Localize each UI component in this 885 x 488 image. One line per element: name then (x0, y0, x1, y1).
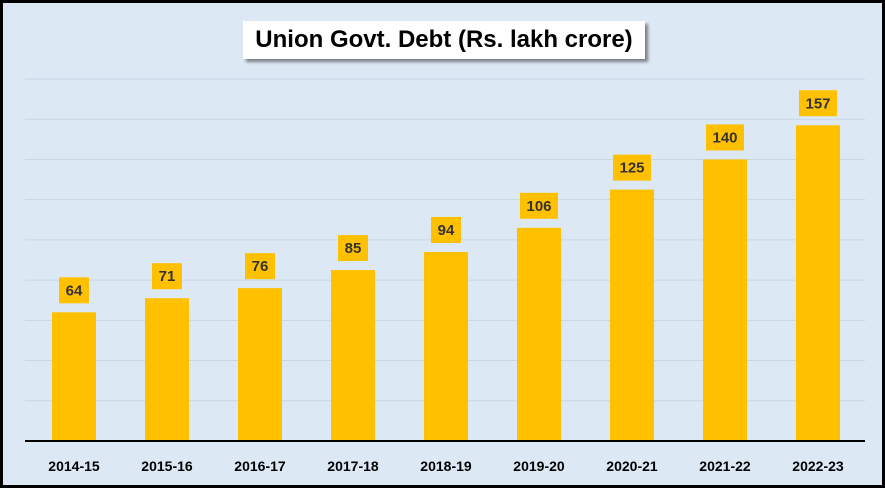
data-label: 94 (438, 222, 455, 239)
x-tick-label: 2019-20 (513, 458, 565, 474)
bar-2016-17 (238, 288, 282, 441)
bar-2017-18 (331, 270, 375, 441)
x-tick-label: 2021-22 (699, 458, 751, 474)
x-tick-label: 2015-16 (141, 458, 193, 474)
chart-title-box: Union Govt. Debt (Rs. lakh crore) (243, 21, 645, 59)
data-label: 64 (66, 282, 83, 299)
data-label-box (520, 192, 558, 219)
x-tick-label: 2014-15 (48, 458, 100, 474)
bar-2014-15 (52, 312, 96, 441)
data-label-box (59, 277, 89, 304)
chart-title: Union Govt. Debt (Rs. lakh crore) (255, 26, 633, 53)
data-label: 125 (619, 160, 644, 177)
x-axis-ticks: 2014-15 2015-16 2016-17 2017-18 2018-19 2019-… (48, 458, 844, 474)
data-labels: 64 71 76 85 94 106 125 140 157 (59, 90, 837, 304)
data-label: 76 (252, 258, 269, 275)
x-tick-label: 2017-18 (327, 458, 379, 474)
x-tick-label: 2020-21 (606, 458, 658, 474)
data-label: 85 (345, 240, 362, 257)
bar-2020-21 (610, 189, 654, 441)
x-tick-label: 2018-19 (420, 458, 472, 474)
data-label-box (245, 253, 275, 280)
data-label: 157 (805, 95, 830, 112)
data-label-box (431, 216, 461, 243)
data-label: 140 (712, 129, 737, 146)
bar-2022-23 (796, 125, 840, 441)
bar-2021-22 (703, 159, 747, 441)
data-label: 106 (526, 198, 551, 215)
bar-2018-19 (424, 251, 468, 441)
data-label-box (799, 90, 837, 117)
bar-2019-20 (517, 227, 561, 441)
x-tick-label: 2022-23 (792, 458, 844, 474)
x-tick-label: 2016-17 (234, 458, 286, 474)
bars (52, 125, 840, 441)
data-label-box (613, 154, 651, 181)
data-label-box (706, 124, 744, 151)
data-label: 71 (159, 268, 176, 285)
data-label-box (152, 263, 182, 290)
bar-2015-16 (145, 298, 189, 441)
data-label-box (338, 235, 368, 262)
